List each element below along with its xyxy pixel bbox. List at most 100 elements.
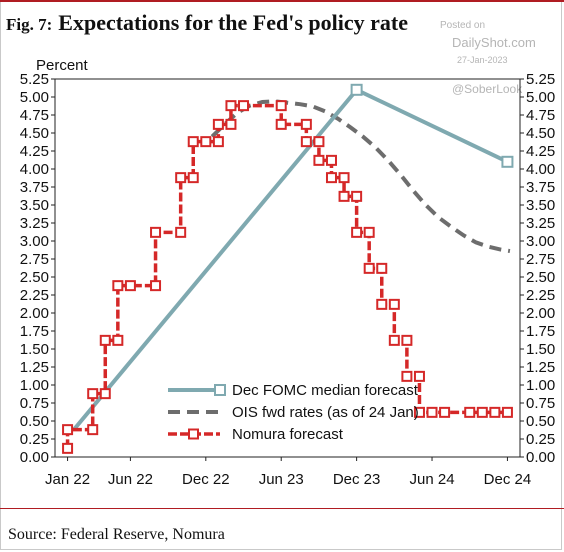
y-tick-label-left: 1.00 xyxy=(20,377,49,394)
y-tick-label-right: 1.25 xyxy=(526,359,555,376)
legend-fomc-label: Dec FOMC median forecast xyxy=(232,382,419,399)
y-tick-label-left: 4.00 xyxy=(20,161,49,178)
nomura-marker xyxy=(275,118,287,130)
plot-area-border xyxy=(54,78,521,458)
nomura-marker xyxy=(212,118,224,130)
nomura-marker xyxy=(225,100,237,112)
y-tick-label-right: 1.75 xyxy=(526,323,555,340)
y-tick-label-right: 3.00 xyxy=(526,233,555,250)
y-tick-label-left: 3.75 xyxy=(20,179,49,196)
y-tick-label-left: 4.50 xyxy=(20,125,49,142)
y-tick-label-right: 5.25 xyxy=(526,71,555,88)
y-tick-label-right: 1.50 xyxy=(526,341,555,358)
y-tick-label-left: 4.25 xyxy=(20,143,49,160)
fomc-marker xyxy=(350,83,363,96)
nomura-marker xyxy=(501,406,513,418)
y-tick-label-right: 0.50 xyxy=(526,413,555,430)
y-tick-label-right: 4.50 xyxy=(526,125,555,142)
nomura-marker xyxy=(388,298,400,310)
y-tick-label-left: 2.50 xyxy=(20,269,49,286)
nomura-marker xyxy=(413,370,425,382)
nomura-marker xyxy=(112,280,124,292)
nomura-marker xyxy=(413,406,425,418)
x-tick-label: Jan 22 xyxy=(45,471,90,488)
nomura-marker xyxy=(238,100,250,112)
nomura-marker xyxy=(225,118,237,130)
nomura-marker xyxy=(62,424,74,436)
title-text: Expectations for the Fed's policy rate xyxy=(58,10,408,35)
x-tick-label: Dec 24 xyxy=(484,471,532,488)
nomura-marker xyxy=(175,226,187,238)
x-tick-label: Dec 23 xyxy=(333,471,381,488)
nomura-marker xyxy=(187,172,199,184)
source-note: Source: Federal Reserve, Nomura xyxy=(8,526,225,543)
nomura-marker xyxy=(200,136,212,148)
nomura-marker xyxy=(99,334,111,346)
nomura-marker xyxy=(300,136,312,148)
y-tick-label-left: 3.25 xyxy=(20,215,49,232)
nomura-marker xyxy=(187,136,199,148)
legend-ois-label: OIS fwd rates (as of 24 Jan) xyxy=(232,404,419,421)
nomura-marker xyxy=(87,388,99,400)
watermark-site: DailyShot.com xyxy=(452,35,536,50)
y-tick-label-left: 0.75 xyxy=(20,395,49,412)
nomura-marker xyxy=(464,406,476,418)
nomura-marker xyxy=(325,172,337,184)
nomura-marker xyxy=(150,280,162,292)
y-tick-label-left: 2.00 xyxy=(20,305,49,322)
fomc-line xyxy=(72,87,509,431)
nomura-marker xyxy=(426,406,438,418)
nomura-marker xyxy=(489,406,501,418)
fomc-marker xyxy=(501,155,514,168)
y-tick-label-right: 2.25 xyxy=(526,287,555,304)
nomura-marker xyxy=(313,154,325,166)
nomura-marker xyxy=(351,226,363,238)
nomura-marker xyxy=(363,262,375,274)
nomura-marker xyxy=(338,190,350,202)
legend-nomura-label: Nomura forecast xyxy=(232,426,344,443)
legend-fomc-marker xyxy=(214,384,226,396)
y-tick-label-left: 5.25 xyxy=(20,71,49,88)
nomura-marker xyxy=(338,172,350,184)
nomura-marker xyxy=(62,442,74,454)
x-tick-label: Jun 24 xyxy=(410,471,455,488)
y-tick-label-left: 2.25 xyxy=(20,287,49,304)
y-tick-label-right: 4.75 xyxy=(526,107,555,124)
y-tick-label-right: 2.50 xyxy=(526,269,555,286)
y-tick-label-left: 2.75 xyxy=(20,251,49,268)
source-rule xyxy=(0,508,564,509)
figure-label: Fig. 7: xyxy=(6,15,53,34)
watermark-posted: Posted on xyxy=(440,20,486,31)
watermark-date: 27-Jan-2023 xyxy=(457,55,508,65)
y-tick-label-right: 0.25 xyxy=(526,431,555,448)
y-tick-label-left: 3.50 xyxy=(20,197,49,214)
nomura-marker xyxy=(124,280,136,292)
nomura-marker xyxy=(376,298,388,310)
y-tick-label-right: 0.00 xyxy=(526,449,555,466)
nomura-marker xyxy=(401,334,413,346)
nomura-marker xyxy=(363,226,375,238)
y-tick-label-left: 4.75 xyxy=(20,107,49,124)
y-tick-label-left: 3.00 xyxy=(20,233,49,250)
title-rule xyxy=(0,0,564,2)
nomura-marker xyxy=(439,406,451,418)
y-tick-label-left: 1.50 xyxy=(20,341,49,358)
y-tick-label-right: 4.00 xyxy=(526,161,555,178)
chart-title: Fig. 7: Expectations for the Fed's policy… xyxy=(6,10,408,36)
y-tick-label-right: 0.75 xyxy=(526,395,555,412)
y-tick-label-right: 2.75 xyxy=(526,251,555,268)
y-tick-label-left: 0.25 xyxy=(20,431,49,448)
nomura-marker xyxy=(313,136,325,148)
nomura-marker xyxy=(476,406,488,418)
nomura-marker xyxy=(351,190,363,202)
x-tick-label: Dec 22 xyxy=(182,471,230,488)
y-tick-label-left: 1.25 xyxy=(20,359,49,376)
y-tick-label-left: 5.00 xyxy=(20,89,49,106)
nomura-marker xyxy=(376,262,388,274)
y-tick-label-left: 1.75 xyxy=(20,323,49,340)
legend-nomura-marker xyxy=(188,428,199,440)
y-tick-label-left: 0.00 xyxy=(20,449,49,466)
nomura-marker xyxy=(275,100,287,112)
y-tick-label-right: 4.25 xyxy=(526,143,555,160)
